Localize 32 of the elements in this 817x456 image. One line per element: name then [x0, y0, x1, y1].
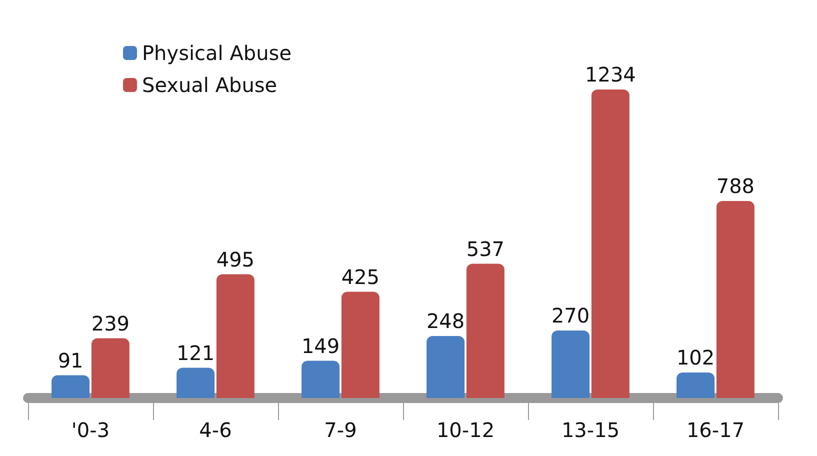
legend-label: Sexual Abuse — [142, 73, 278, 97]
bar — [552, 330, 590, 398]
data-label: 1234 — [584, 62, 636, 86]
bar — [591, 90, 630, 398]
data-label: 239 — [91, 311, 130, 336]
data-label: 91 — [58, 348, 84, 372]
bar — [716, 201, 754, 398]
data-label: 537 — [466, 236, 505, 261]
data-label: 102 — [676, 346, 715, 370]
data-label: 425 — [341, 264, 380, 289]
data-label: 121 — [176, 340, 215, 365]
x-tick-label: 7-9 — [324, 418, 357, 442]
bar — [216, 274, 254, 398]
bar — [52, 375, 90, 398]
bar — [676, 372, 715, 398]
legend-label: Physical Abuse — [142, 41, 292, 65]
data-label: 149 — [301, 334, 340, 358]
data-label: 788 — [716, 174, 755, 198]
bar — [426, 336, 465, 398]
x-tick-label: 13-15 — [561, 418, 620, 442]
bar — [302, 360, 340, 398]
data-label: 495 — [216, 247, 255, 272]
data-label: 270 — [551, 304, 590, 328]
bar — [176, 368, 215, 398]
x-tick-label: 4-6 — [199, 418, 232, 442]
bar — [91, 338, 130, 398]
x-tick-label: 16-17 — [686, 418, 745, 442]
data-label: 248 — [426, 309, 465, 333]
x-tick-label: '0-3 — [71, 418, 110, 442]
x-tick-label: 10-12 — [436, 418, 495, 442]
bar — [466, 264, 504, 398]
bar — [341, 292, 380, 398]
